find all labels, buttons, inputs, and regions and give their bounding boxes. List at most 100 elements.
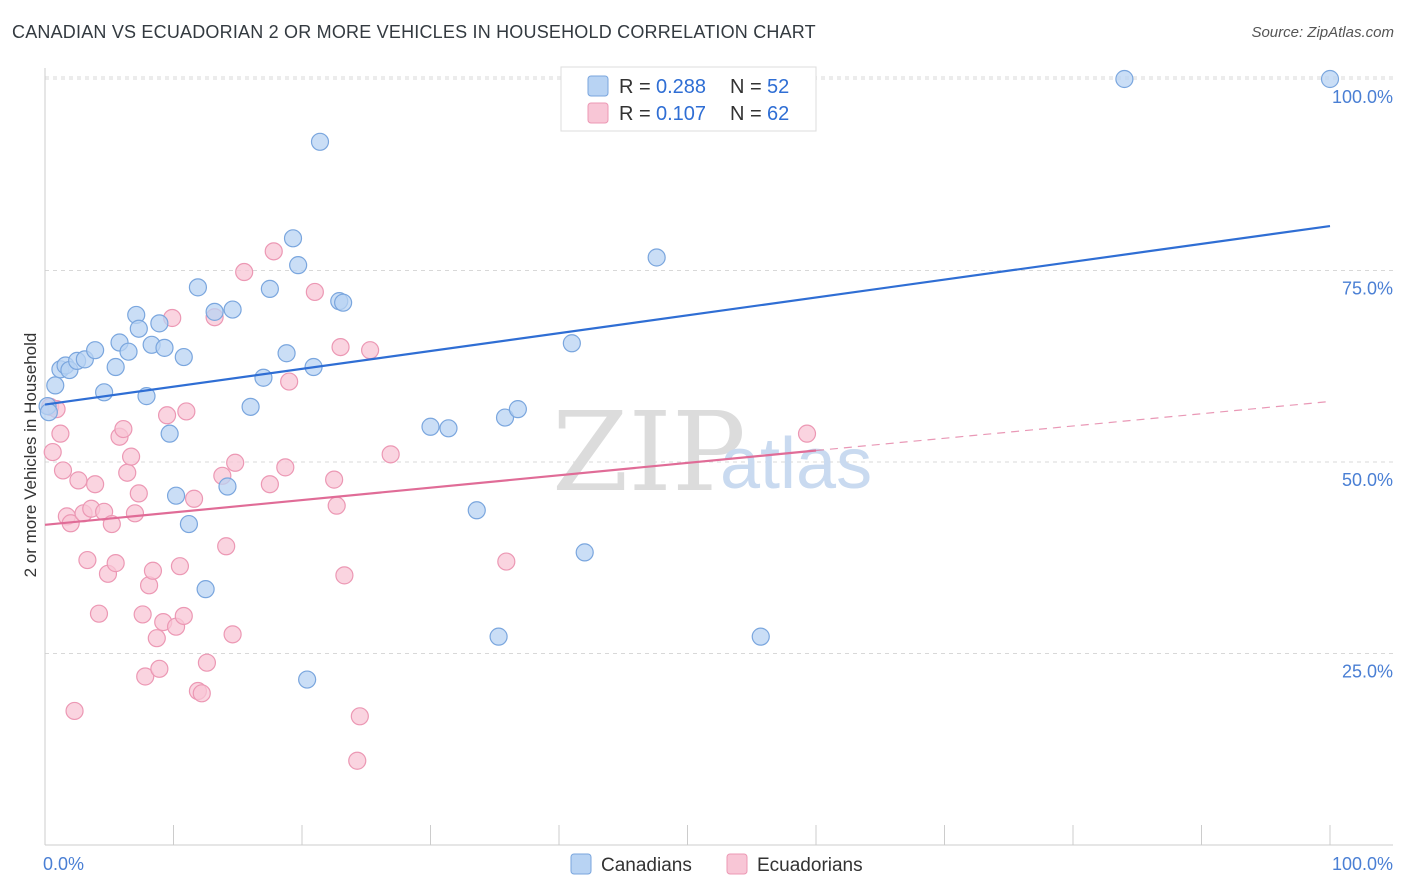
ecuadorians-point-7: [69, 471, 88, 490]
ecuadorians-point-19: [118, 463, 137, 482]
legend: R = 0.288 N = 52 R = 0.107 N = 62: [560, 66, 817, 132]
ecuadorians-point-12: [89, 604, 109, 623]
y-tick-label-100: 100.0%: [1332, 87, 1393, 107]
canadians-point-7: [86, 341, 105, 360]
legend-n-value-canadians: 52: [767, 76, 789, 98]
canadians-point-18: [160, 424, 179, 443]
canadians-point-17: [155, 338, 174, 357]
x-tick-label-max: 100.0%: [1332, 854, 1393, 874]
canadians-point-9: [106, 357, 125, 377]
canadians-point-25: [218, 477, 237, 496]
watermark-atlas: atlas: [720, 424, 872, 504]
ecuadorians-point-20: [121, 447, 141, 466]
ecuadorians-point-34: [174, 606, 193, 626]
ecuadorians-point-24: [136, 667, 155, 686]
ecuadorians-point-58: [381, 445, 400, 464]
ecuadorians-point-2: [51, 424, 70, 443]
bottom-legend-swatch-canadians: [570, 853, 592, 875]
canadians-point-13: [129, 319, 148, 338]
ecuadorians-point-16: [106, 554, 125, 573]
canadians-point-33: [298, 670, 317, 689]
ecuadorians-point-45: [235, 262, 254, 282]
canadians-point-50: [1320, 69, 1340, 89]
canadians-point-42: [495, 408, 515, 427]
ecuadorians-point-33: [170, 557, 190, 576]
canadians-point-43: [508, 400, 527, 419]
ecuadorians-point-54: [335, 566, 354, 585]
legend-r-value-canadians: 0.288: [656, 76, 706, 98]
source-label: Source: ZipAtlas.com: [1251, 24, 1394, 41]
y-tick-label-25: 25.0%: [1342, 662, 1393, 682]
ecuadorians-point-6: [65, 701, 84, 721]
canadians-trend-line: [44, 224, 1331, 406]
canadians-point-30: [277, 344, 296, 363]
ecuadorians-point-22: [129, 484, 148, 503]
canadians-point-1: [46, 376, 65, 395]
canadians-point-37: [334, 293, 353, 312]
canadians-point-44: [562, 334, 581, 353]
y-axis-title: 2 or more Vehicles in Household: [21, 333, 40, 578]
ecuadorians-point-1: [43, 442, 62, 462]
ecuadorians-point-39: [197, 653, 217, 672]
ecuadorians-point-50: [305, 282, 324, 302]
ecuadorians-point-59: [497, 552, 516, 571]
canadians-point-38: [421, 417, 440, 436]
canadians-point-45: [575, 543, 594, 562]
legend-n-label-canadians: N =: [730, 76, 762, 98]
canadians-point-31: [283, 229, 303, 248]
canadians-point-21: [179, 514, 199, 534]
ecuadorians-point-9: [78, 550, 97, 570]
canadians-point-24: [205, 302, 224, 321]
bottom-legend-label-ecuadorians: Ecuadorians: [757, 855, 863, 876]
legend-r-label-ecuadorians: R =: [619, 103, 651, 125]
canadians-point-32: [289, 256, 308, 275]
ecuadorians-point-56: [348, 751, 367, 770]
bottom-legend-label-canadians: Canadians: [601, 855, 692, 876]
legend-r-label-canadians: R =: [619, 76, 651, 98]
canadians-point-23: [196, 580, 215, 599]
legend-n-value-ecuadorians: 62: [767, 103, 789, 125]
x-tick-labels: 0.0% 100.0%: [43, 854, 1393, 874]
legend-swatch-ecuadorians: [587, 102, 609, 124]
ecuadorians-point-49: [280, 372, 299, 391]
ecuadorians-point-36: [184, 489, 204, 508]
ecuadorians-point-18: [114, 419, 133, 439]
bottom-legend: Canadians Ecuadorians: [570, 853, 863, 876]
canadians-point-20: [174, 347, 193, 367]
ecuadorians-point-48: [276, 458, 295, 477]
grid-lines: [45, 76, 1393, 654]
canadians-point-11: [119, 342, 138, 361]
canadians-point-41: [489, 627, 508, 646]
ecuadorians-point-47: [264, 242, 283, 261]
ecuadorians-point-27: [147, 629, 166, 648]
watermark-zip: ZIP: [552, 388, 746, 516]
canadians-point-28: [254, 368, 273, 387]
ecuadorians-point-44: [226, 453, 245, 472]
ecuadorians-trend-line: [44, 449, 817, 526]
ecuadorians-trend-line-extension: [815, 400, 1331, 452]
ecuadorians-point-55: [350, 707, 369, 726]
canadians-point-35: [310, 132, 330, 151]
ecuadorians-point-23: [133, 605, 152, 624]
ecuadorians-point-28: [150, 659, 169, 678]
y-tick-label-50: 50.0%: [1342, 470, 1393, 490]
ecuadorians-point-46: [260, 475, 279, 494]
ecuadorians-point-42: [217, 537, 236, 556]
ecuadorians-point-57: [361, 341, 380, 360]
ecuadorians-point-3: [53, 461, 73, 480]
ecuadorians-point-38: [192, 684, 211, 703]
legend-swatch-canadians: [587, 75, 609, 97]
y-tick-labels: 25.0% 50.0% 75.0% 100.0%: [1332, 87, 1393, 682]
canadians-point-29: [260, 279, 279, 298]
ecuadorians-point-53: [331, 338, 350, 357]
canadians-point-39: [439, 419, 458, 438]
ecuadorians-point-11: [86, 475, 105, 494]
canadians-point-47: [751, 627, 770, 646]
legend-n-label-ecuadorians: N =: [730, 103, 762, 125]
canadians-point-40: [467, 501, 486, 520]
watermark: ZIP atlas: [552, 388, 872, 516]
ecuadorians-point-26: [143, 561, 163, 580]
canadians-point-49: [1115, 69, 1134, 89]
x-tick-label-min: 0.0%: [43, 854, 84, 874]
